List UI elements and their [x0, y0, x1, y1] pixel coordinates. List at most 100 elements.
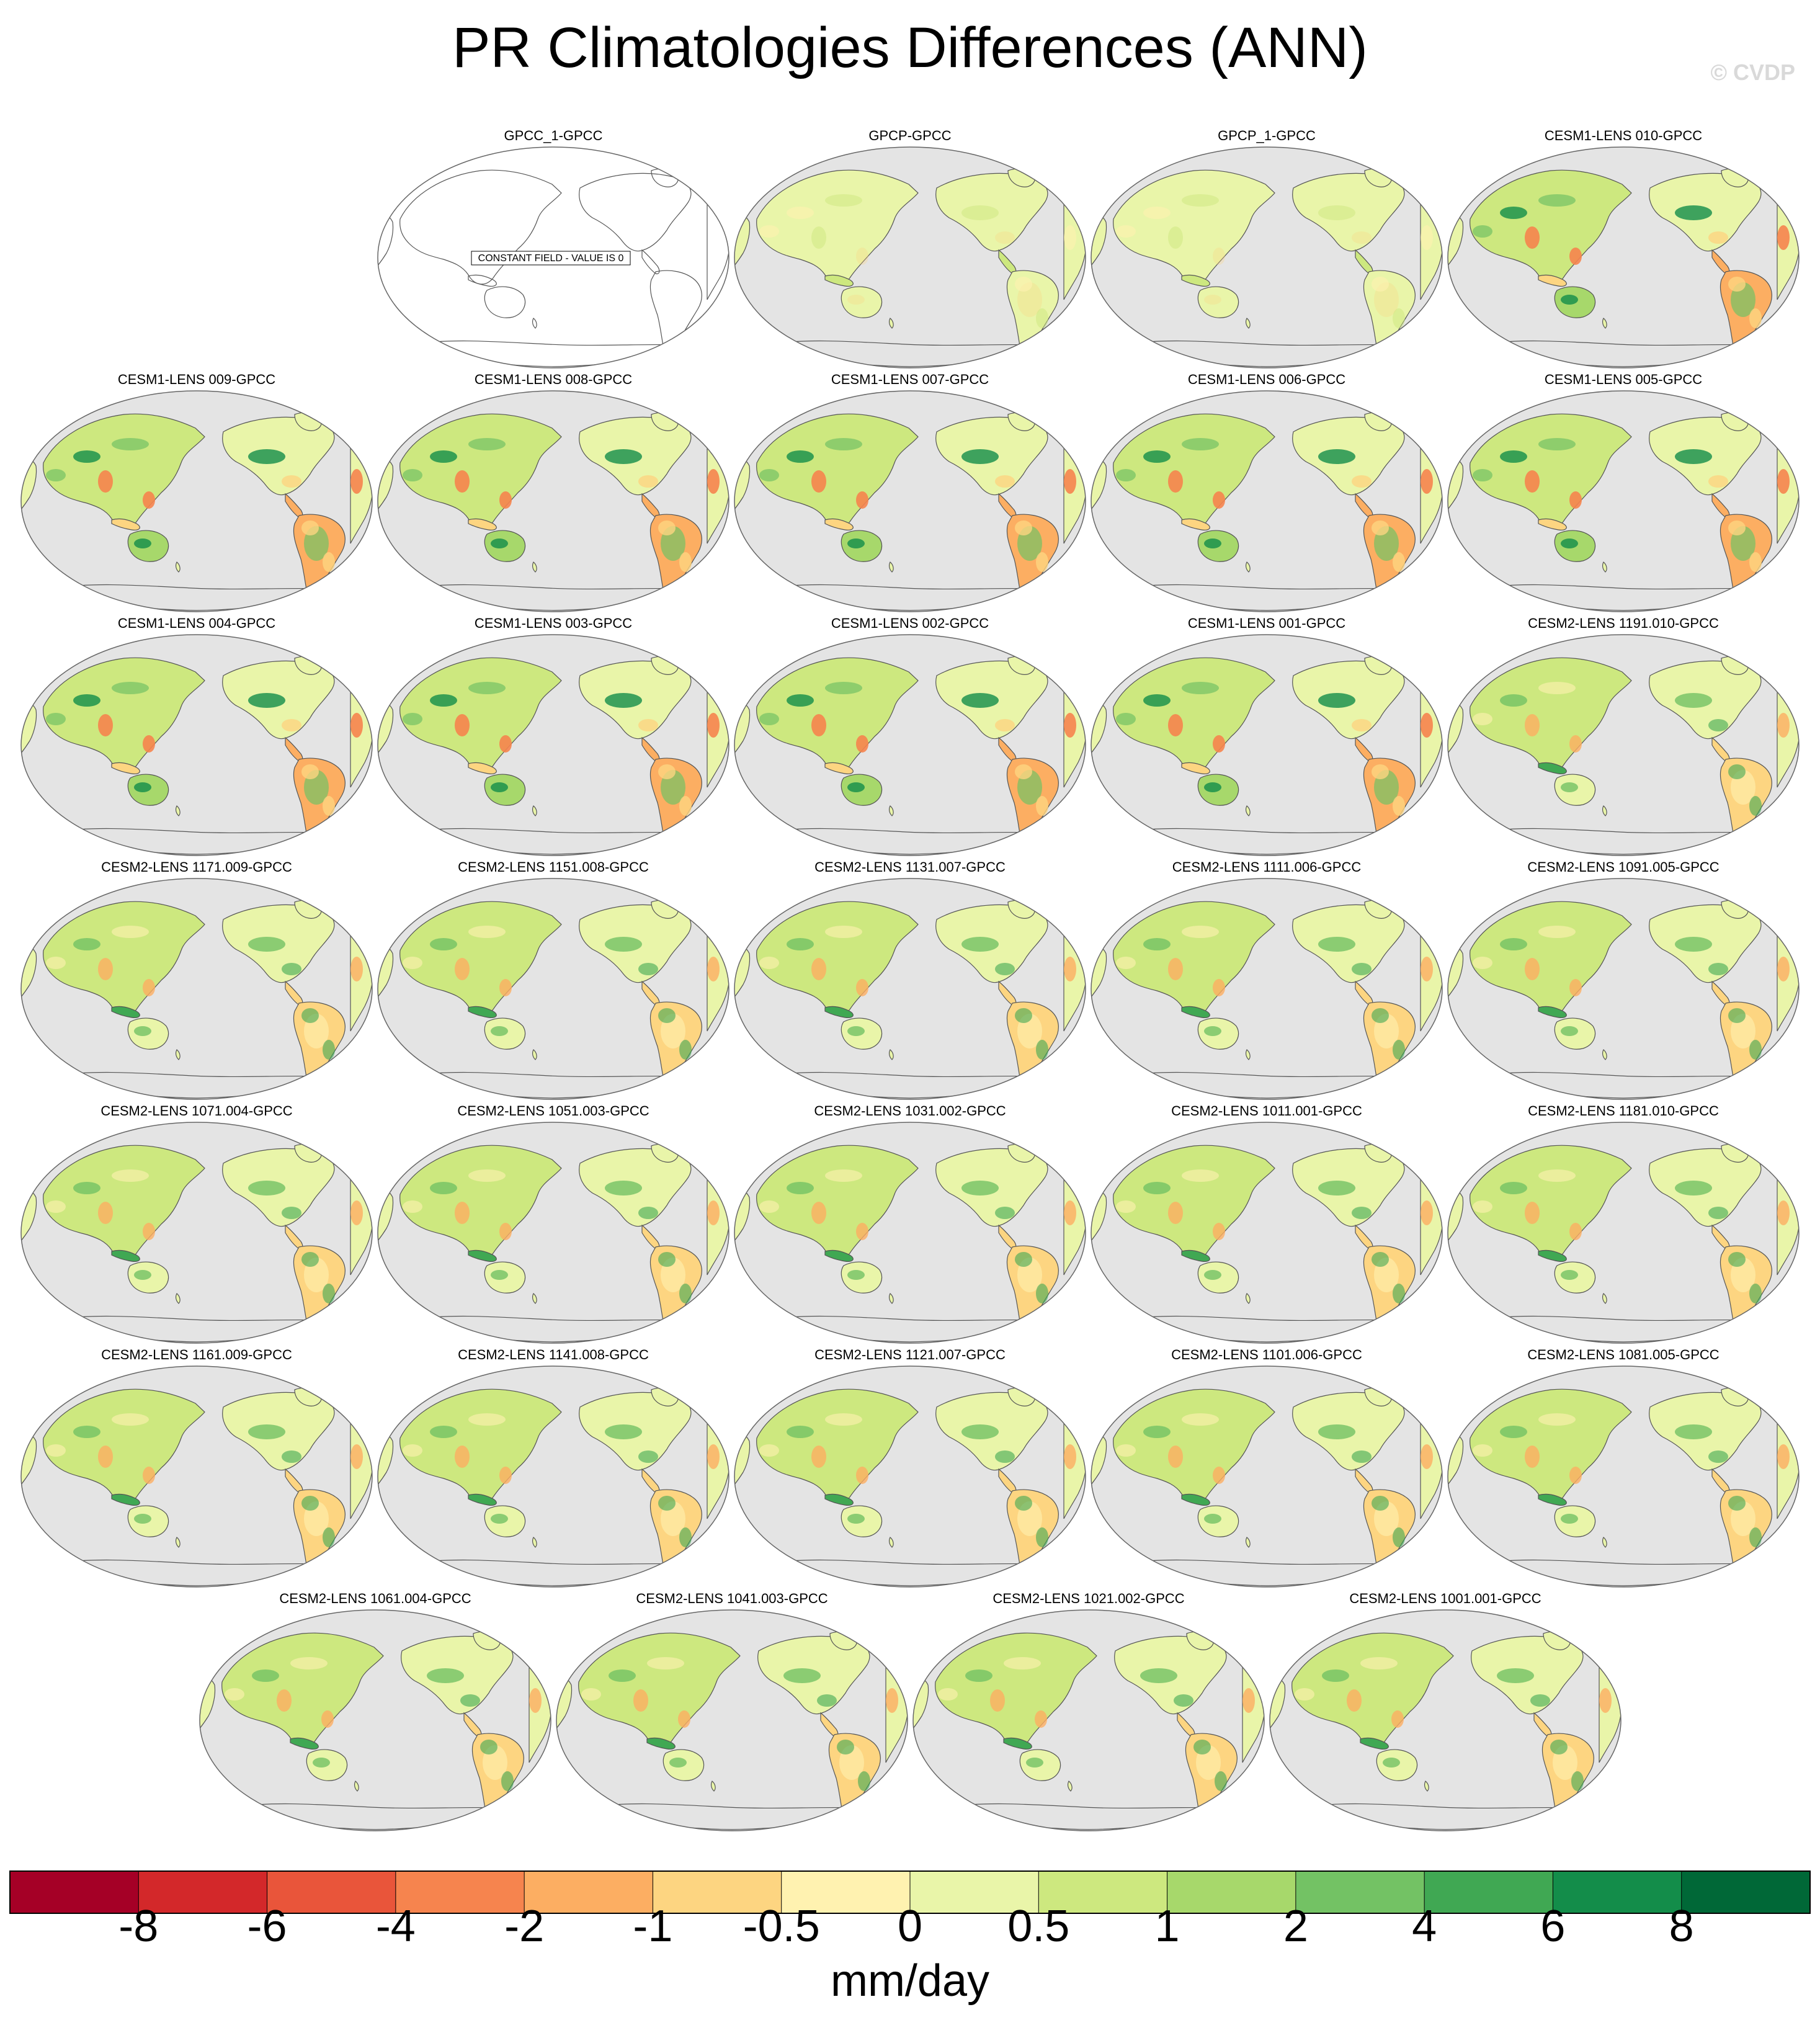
precip-anomaly-patch — [707, 469, 720, 494]
panel-title: CESM2-LENS 1091.005-GPCC — [1527, 859, 1720, 875]
landmass-indonesia — [824, 518, 854, 530]
precip-anomaly-patch — [1015, 521, 1032, 535]
precip-anomaly-patch — [1204, 1270, 1221, 1280]
panel-title: CESM2-LENS 1011.001-GPCC — [1171, 1103, 1362, 1119]
precip-anomaly-patch — [609, 1669, 636, 1682]
precip-anomaly-patch — [847, 1270, 865, 1280]
map-boundary — [734, 634, 1086, 856]
landmass-nz — [1245, 1049, 1251, 1060]
precip-anomaly-patch — [1500, 1426, 1527, 1438]
map-boundary — [377, 634, 729, 856]
precip-anomaly-patch — [1352, 719, 1372, 731]
precip-anomaly-patch — [961, 693, 999, 708]
precip-anomaly-patch — [1421, 713, 1433, 738]
world-map — [199, 1609, 551, 1831]
colorbar-unit-label: mm/day — [830, 1956, 990, 2006]
landmass-indonesia — [824, 762, 854, 774]
precip-anomaly-patch — [1015, 764, 1032, 779]
landmass-nz — [1245, 805, 1251, 816]
landmass-antarctica — [55, 584, 337, 611]
precip-anomaly-patch — [1599, 1688, 1612, 1713]
map-boundary — [377, 390, 729, 612]
precip-anomaly-patch — [1525, 470, 1540, 493]
colorbar-tick-label: 2 — [1283, 1902, 1308, 1951]
landmass-nz — [175, 561, 181, 573]
landmass-eurasia — [1113, 1145, 1275, 1260]
precip-anomaly-patch — [1204, 1026, 1221, 1036]
precip-anomaly-patch — [847, 295, 865, 305]
precip-anomaly-patch — [248, 449, 285, 464]
precip-anomaly-patch — [323, 1284, 335, 1303]
map-boundary — [1447, 878, 1800, 1100]
panel-title: CESM2-LENS 1121.007-GPCC — [814, 1347, 1006, 1362]
landmass-nz — [888, 1293, 894, 1304]
precip-anomaly-patch — [282, 475, 301, 488]
precip-anomaly-patch — [248, 1424, 285, 1439]
precip-anomaly-patch — [856, 248, 868, 265]
landmass-eurasia — [43, 657, 205, 772]
precip-anomaly-patch — [856, 1467, 868, 1484]
map-panel: CESM2-LENS 1051.003-GPCC — [375, 1102, 731, 1346]
precip-anomaly-patch — [1204, 782, 1221, 792]
map-boundary — [20, 1365, 373, 1588]
precip-anomaly-patch — [605, 693, 642, 708]
precip-anomaly-patch — [1550, 1740, 1568, 1754]
precip-anomaly-patch — [1318, 937, 1355, 952]
landmass-antarctica — [947, 1803, 1229, 1830]
landmass-eurasia — [43, 901, 205, 1016]
precip-anomaly-patch — [647, 1657, 684, 1669]
precip-anomaly-patch — [1728, 1252, 1746, 1267]
colorbar-tick-label: -8 — [118, 1902, 159, 1951]
precip-anomaly-patch — [1352, 1450, 1372, 1463]
precip-anomaly-patch — [1347, 1689, 1362, 1712]
precip-anomaly-patch — [460, 1694, 480, 1707]
precip-anomaly-patch — [323, 552, 335, 572]
precip-anomaly-patch — [290, 1657, 328, 1669]
precip-anomaly-patch — [1036, 1527, 1048, 1547]
precip-anomaly-patch — [707, 713, 720, 738]
landmass-antarctica — [1481, 584, 1764, 611]
precip-anomaly-patch — [1561, 1514, 1578, 1524]
precip-anomaly-patch — [1569, 735, 1582, 753]
world-map — [556, 1609, 908, 1831]
landmass-antarctica — [1481, 1071, 1764, 1099]
landmass-eurasia — [399, 413, 562, 529]
landmass-antarctica — [1125, 1315, 1407, 1343]
precip-anomaly-patch — [1015, 277, 1032, 292]
precip-anomaly-patch — [301, 521, 319, 535]
colorbar-tick-label: 6 — [1540, 1902, 1566, 1951]
precip-anomaly-patch — [491, 1514, 508, 1524]
precip-anomaly-patch — [1675, 693, 1712, 708]
map-panel: CESM1-LENS 004-GPCC — [19, 615, 375, 858]
precip-anomaly-patch — [1571, 1771, 1584, 1791]
colorbar-tick-label: -6 — [247, 1902, 287, 1951]
precip-anomaly-patch — [1538, 194, 1576, 207]
landmass-indonesia — [1181, 518, 1210, 530]
map-panel: CESM2-LENS 1191.010-GPCC — [1445, 615, 1801, 858]
precip-anomaly-patch — [1143, 1182, 1171, 1194]
map-boundary — [377, 1122, 729, 1344]
precip-anomaly-patch — [825, 926, 862, 938]
precip-anomaly-patch — [1675, 937, 1712, 952]
precip-anomaly-patch — [1064, 225, 1076, 250]
precip-anomaly-patch — [1143, 207, 1171, 219]
world-map: CONSTANT FIELD - VALUE IS 0 — [377, 146, 729, 369]
landmass-eurasia — [756, 1145, 919, 1260]
precip-anomaly-patch — [1777, 225, 1790, 250]
precip-anomaly-patch — [1393, 1284, 1405, 1303]
precip-anomaly-patch — [248, 693, 285, 708]
precip-anomaly-patch — [455, 470, 470, 493]
precip-anomaly-patch — [430, 1182, 457, 1194]
precip-anomaly-patch — [323, 1040, 335, 1060]
landmass-antarctica — [1125, 1559, 1407, 1586]
precip-anomaly-patch — [1116, 1200, 1136, 1213]
precip-anomaly-patch — [817, 1694, 837, 1707]
precip-anomaly-patch — [1064, 957, 1076, 981]
landmass-indonesia — [1181, 1493, 1210, 1506]
landmass-indonesia — [468, 518, 497, 530]
precip-anomaly-patch — [1036, 552, 1048, 572]
landmass-nz — [1602, 1537, 1607, 1548]
precip-anomaly-patch — [1383, 1758, 1400, 1768]
precip-anomaly-patch — [1015, 1496, 1032, 1511]
precip-anomaly-patch — [1500, 1182, 1527, 1194]
